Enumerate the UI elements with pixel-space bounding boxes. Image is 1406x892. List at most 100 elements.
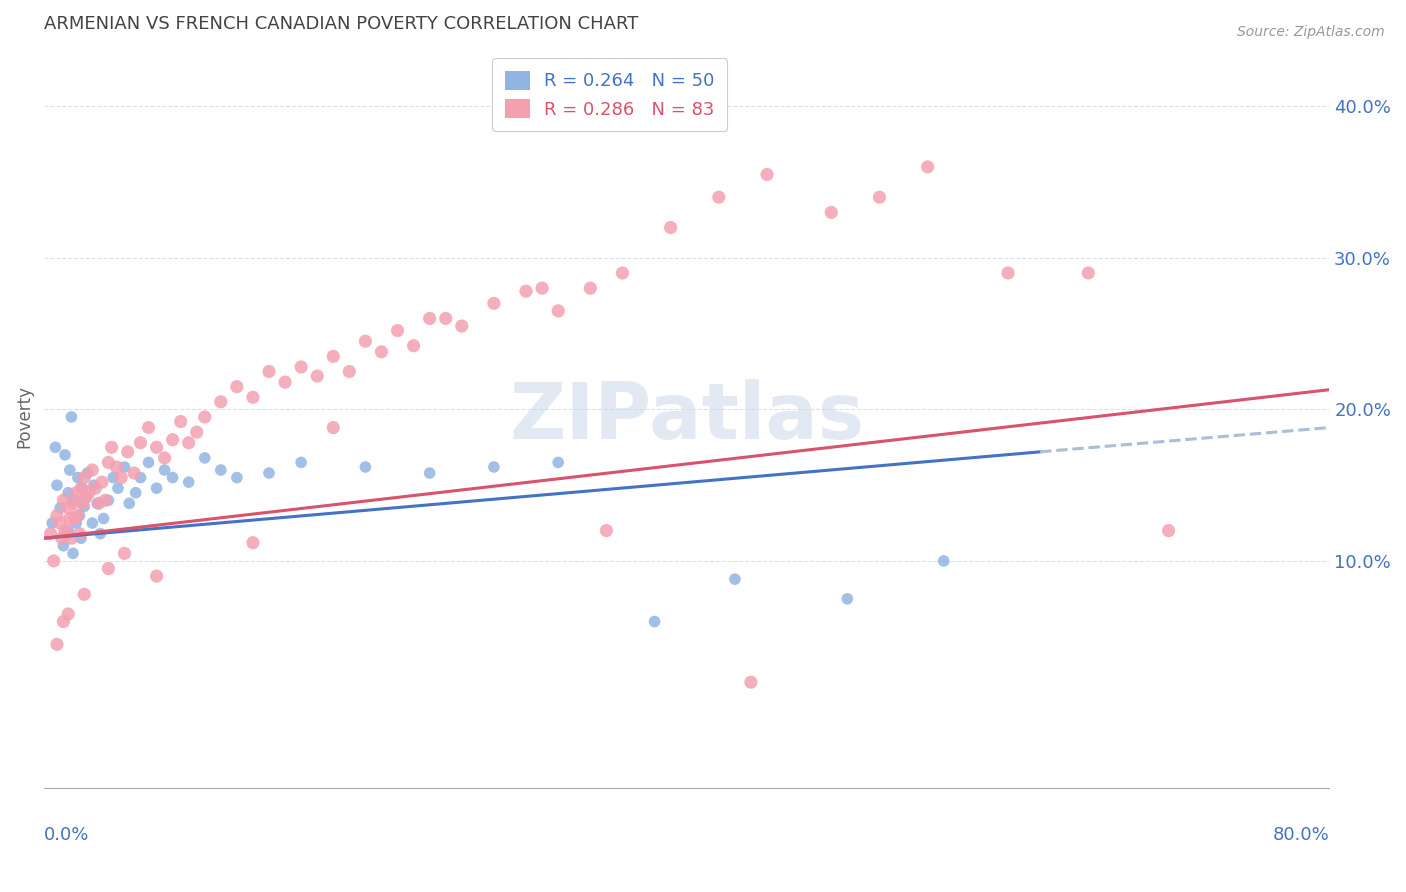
Point xyxy=(257,466,280,480)
Point xyxy=(547,455,569,469)
Point xyxy=(97,455,120,469)
Point xyxy=(997,266,1019,280)
Point xyxy=(153,463,176,477)
Point xyxy=(53,524,76,538)
Point xyxy=(917,160,939,174)
Point xyxy=(91,475,114,490)
Text: 80.0%: 80.0% xyxy=(1272,826,1329,844)
Point xyxy=(194,450,217,465)
Point xyxy=(337,364,360,378)
Point xyxy=(69,508,91,523)
Point xyxy=(58,607,80,621)
Point xyxy=(73,587,96,601)
Point xyxy=(105,460,128,475)
Point xyxy=(740,675,762,690)
Point xyxy=(129,435,152,450)
Point xyxy=(42,554,65,568)
Text: ARMENIAN VS FRENCH CANADIAN POVERTY CORRELATION CHART: ARMENIAN VS FRENCH CANADIAN POVERTY CORR… xyxy=(44,15,638,33)
Point xyxy=(162,433,184,447)
Point xyxy=(73,470,96,484)
Point xyxy=(60,409,83,424)
Point xyxy=(52,615,75,629)
Point xyxy=(242,390,264,404)
Point xyxy=(103,470,125,484)
Point xyxy=(402,339,425,353)
Point xyxy=(145,481,167,495)
Point xyxy=(66,508,89,523)
Point xyxy=(41,516,63,530)
Point xyxy=(53,448,76,462)
Point xyxy=(419,466,441,480)
Point xyxy=(450,319,472,334)
Point xyxy=(595,524,617,538)
Point xyxy=(114,460,136,475)
Point xyxy=(225,470,247,484)
Point xyxy=(322,349,344,363)
Point xyxy=(209,394,232,409)
Point xyxy=(482,460,505,475)
Point xyxy=(39,526,62,541)
Point xyxy=(86,496,108,510)
Point xyxy=(46,508,69,523)
Point xyxy=(52,539,75,553)
Point xyxy=(659,220,682,235)
Point xyxy=(49,500,72,515)
Point xyxy=(169,415,191,429)
Point xyxy=(932,554,955,568)
Point xyxy=(100,440,122,454)
Point xyxy=(114,546,136,560)
Point xyxy=(225,379,247,393)
Point xyxy=(138,420,160,434)
Point xyxy=(66,470,89,484)
Point xyxy=(94,493,117,508)
Point xyxy=(354,334,377,349)
Point xyxy=(89,526,111,541)
Point xyxy=(387,324,409,338)
Point xyxy=(145,440,167,454)
Point xyxy=(274,375,297,389)
Point xyxy=(83,478,105,492)
Point xyxy=(49,516,72,530)
Point xyxy=(707,190,730,204)
Point xyxy=(162,470,184,484)
Point xyxy=(63,511,86,525)
Point xyxy=(84,481,107,495)
Point xyxy=(118,496,141,510)
Point xyxy=(70,481,93,495)
Point xyxy=(51,531,73,545)
Point xyxy=(63,493,86,508)
Point xyxy=(837,591,859,606)
Point xyxy=(756,168,779,182)
Point xyxy=(46,637,69,651)
Point xyxy=(110,470,132,484)
Point xyxy=(65,516,87,530)
Point xyxy=(612,266,634,280)
Legend: R = 0.264   N = 50, R = 0.286   N = 83: R = 0.264 N = 50, R = 0.286 N = 83 xyxy=(492,58,727,131)
Point xyxy=(87,496,110,510)
Text: Source: ZipAtlas.com: Source: ZipAtlas.com xyxy=(1237,25,1385,39)
Point xyxy=(482,296,505,310)
Text: ZIPatlas: ZIPatlas xyxy=(509,379,865,455)
Point xyxy=(62,546,84,560)
Point xyxy=(820,205,842,219)
Point xyxy=(76,466,98,480)
Point xyxy=(138,455,160,469)
Point xyxy=(59,463,82,477)
Point xyxy=(75,491,97,505)
Point xyxy=(129,470,152,484)
Point xyxy=(869,190,891,204)
Point xyxy=(58,524,80,538)
Point xyxy=(257,364,280,378)
Point xyxy=(531,281,554,295)
Point xyxy=(75,491,97,505)
Point xyxy=(322,420,344,434)
Point xyxy=(290,455,312,469)
Point xyxy=(69,526,91,541)
Point xyxy=(547,304,569,318)
Point xyxy=(82,516,104,530)
Point xyxy=(290,359,312,374)
Point xyxy=(177,475,200,490)
Point xyxy=(97,493,120,508)
Point xyxy=(73,500,96,514)
Point xyxy=(77,485,100,500)
